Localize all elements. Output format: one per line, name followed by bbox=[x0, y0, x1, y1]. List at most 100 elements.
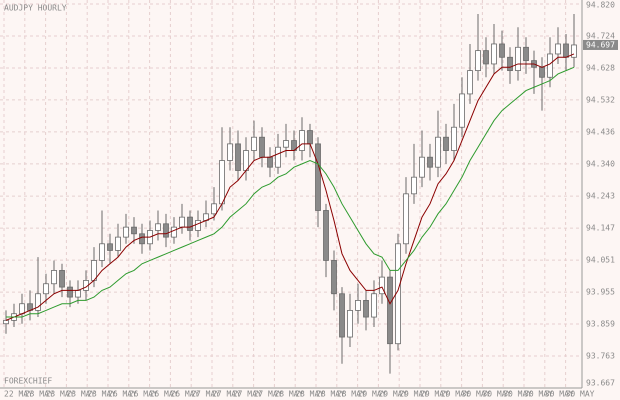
y-tick-label: 94.147 bbox=[586, 224, 615, 233]
x-tick-label: 26 MAY bbox=[150, 390, 179, 399]
candle-body bbox=[363, 300, 369, 318]
y-tick-label: 94.532 bbox=[586, 95, 615, 104]
current-price-label: 94.697 bbox=[586, 40, 615, 49]
x-tick-label: 27 MAY bbox=[233, 390, 262, 399]
candle-body bbox=[67, 286, 73, 298]
candle-body bbox=[571, 44, 577, 58]
y-tick-label: 93.859 bbox=[586, 320, 615, 329]
marks bbox=[3, 13, 577, 374]
x-tick-label: 26 MAY bbox=[108, 390, 137, 399]
candle-body bbox=[475, 50, 481, 72]
x-tick-label: 30 MAY bbox=[566, 390, 595, 399]
candle-body bbox=[483, 50, 489, 65]
candle-body bbox=[523, 46, 529, 62]
candle-body bbox=[163, 223, 169, 238]
x-tick-label: 27 MAY bbox=[254, 390, 283, 399]
x-tick-label: 27 MAY bbox=[212, 390, 241, 399]
candle-body bbox=[19, 303, 25, 315]
candle-body bbox=[43, 283, 49, 295]
candle-body bbox=[307, 130, 313, 145]
candle-body bbox=[115, 236, 121, 251]
candle-body bbox=[515, 46, 521, 72]
candle-body bbox=[507, 56, 513, 72]
candle-body bbox=[323, 210, 329, 261]
x-tick-label: 26 MAY bbox=[129, 390, 158, 399]
candle-body bbox=[347, 309, 353, 338]
x-tick-label: 30 MAY bbox=[524, 390, 553, 399]
x-tick-label: 23 MAY bbox=[66, 390, 95, 399]
candle-body bbox=[491, 43, 497, 65]
x-tick-label: 29 MAY bbox=[420, 390, 449, 399]
candle-body bbox=[243, 150, 249, 171]
candle-body bbox=[235, 143, 241, 171]
x-tick-label: 28 MAY bbox=[337, 390, 366, 399]
x-tick-label: 30 MAY bbox=[545, 390, 574, 399]
x-tick-label: 28 MAY bbox=[274, 390, 303, 399]
x-tick-label: 29 MAY bbox=[378, 390, 407, 399]
x-tick-label: 29 MAY bbox=[399, 390, 428, 399]
x-tick-label: 30 MAY bbox=[482, 390, 511, 399]
candle-body bbox=[539, 66, 545, 78]
candle-body bbox=[3, 319, 9, 325]
candle-body bbox=[371, 293, 377, 318]
watermark: FOREXCHIEF bbox=[4, 377, 52, 386]
y-tick-label: 93.763 bbox=[586, 352, 615, 361]
candle-body bbox=[555, 43, 561, 55]
candle-body bbox=[563, 43, 569, 58]
candle-body bbox=[251, 136, 257, 151]
candle-body bbox=[187, 216, 193, 231]
candle-body bbox=[59, 270, 65, 288]
x-tick-label: 28 MAY bbox=[295, 390, 324, 399]
candle-body bbox=[107, 243, 113, 251]
candle-body bbox=[195, 220, 201, 231]
candle-body bbox=[547, 53, 553, 78]
candle-body bbox=[299, 130, 305, 151]
x-tick-label: 30 MAY bbox=[503, 390, 532, 399]
y-tick-label: 94.051 bbox=[586, 256, 615, 265]
candle-body bbox=[227, 143, 233, 161]
y-tick-label: 94.628 bbox=[586, 63, 615, 72]
candle-body bbox=[435, 136, 441, 168]
candle-body bbox=[35, 293, 41, 311]
candle-body bbox=[123, 226, 129, 238]
y-tick-label: 94.436 bbox=[586, 127, 615, 136]
y-tick-label: 93.955 bbox=[586, 288, 615, 297]
candle-body bbox=[179, 216, 185, 228]
candle-body bbox=[315, 143, 321, 211]
candle-body bbox=[75, 290, 81, 298]
x-tick-label: 29 MAY bbox=[358, 390, 387, 399]
chart-title: AUDJPY HOURLY bbox=[4, 4, 67, 13]
candle-body bbox=[387, 276, 393, 345]
moving-average bbox=[5, 53, 575, 321]
candle-body bbox=[51, 270, 57, 285]
x-tick-label: 29 MAY bbox=[441, 390, 470, 399]
y-tick-label: 94.820 bbox=[586, 1, 615, 10]
candle-body bbox=[451, 126, 457, 151]
x-tick-label: 22 MAY bbox=[4, 390, 33, 399]
x-tick-label: 23 MAY bbox=[87, 390, 116, 399]
candle-body bbox=[379, 276, 385, 295]
candle-body bbox=[283, 140, 289, 148]
moving-average bbox=[6, 66, 575, 318]
x-tick-label: 26 MAY bbox=[170, 390, 199, 399]
x-tick-label: 30 MAY bbox=[462, 390, 491, 399]
y-tick-label: 93.667 bbox=[586, 379, 615, 388]
y-tick-label: 94.340 bbox=[586, 159, 615, 168]
candle-body bbox=[499, 43, 505, 58]
candle-body bbox=[171, 226, 177, 238]
x-tick-label: 23 MAY bbox=[46, 390, 75, 399]
candle-body bbox=[411, 176, 417, 195]
candle-body bbox=[131, 226, 137, 235]
candle-body bbox=[275, 146, 281, 168]
y-tick-label: 94.243 bbox=[586, 192, 615, 201]
candle-body bbox=[427, 156, 433, 168]
x-tick-label: 27 MAY bbox=[191, 390, 220, 399]
candle-body bbox=[459, 93, 465, 128]
candle-body bbox=[91, 260, 97, 281]
x-tick-label: 23 MAY bbox=[25, 390, 54, 399]
y-tick-label: 94.724 bbox=[586, 31, 615, 40]
candle-body bbox=[339, 293, 345, 338]
x-tick-label: 28 MAY bbox=[316, 390, 345, 399]
